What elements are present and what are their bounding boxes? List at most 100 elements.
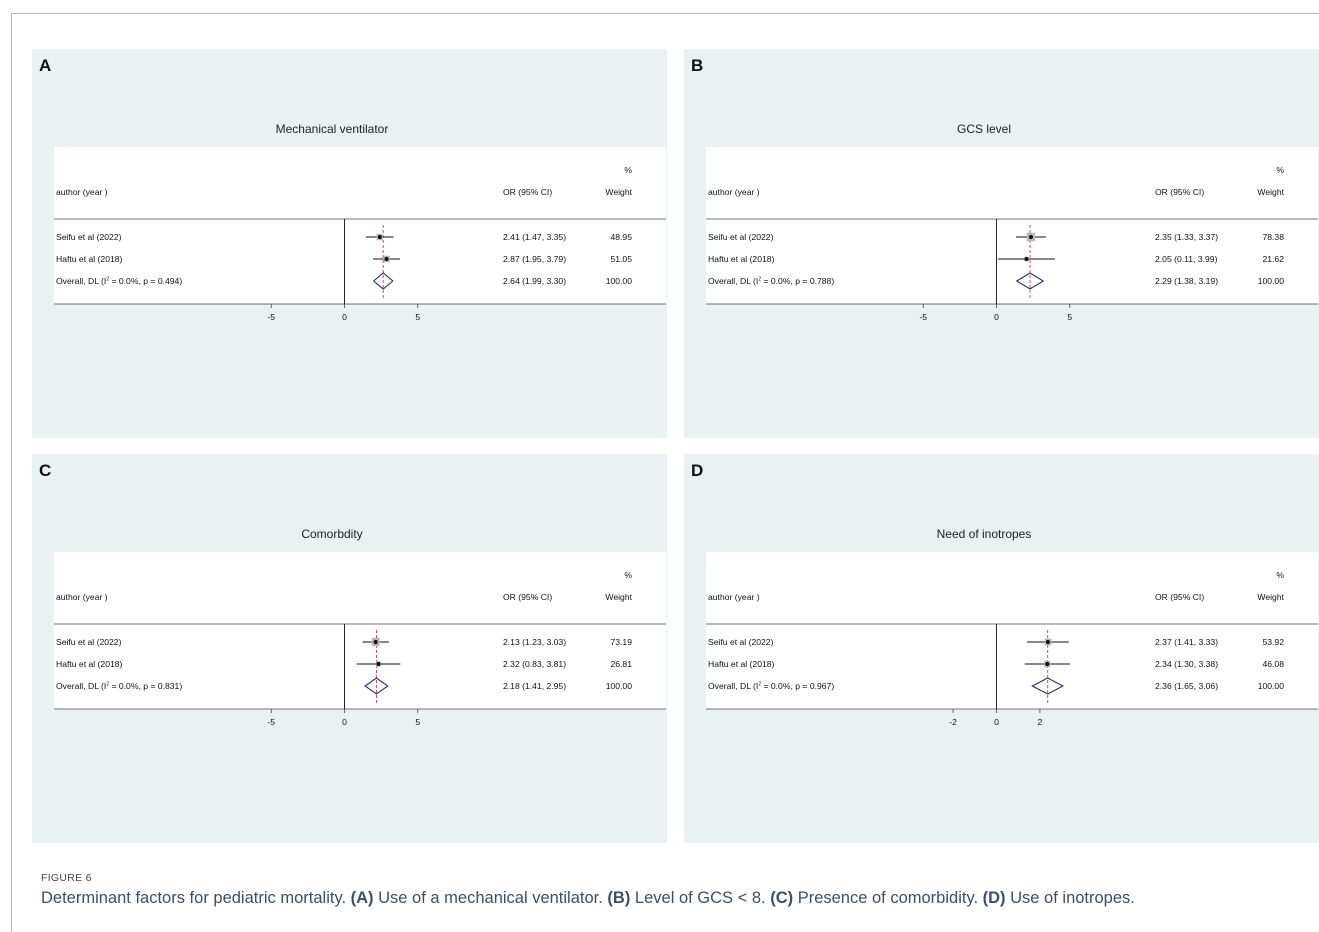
study-weight: 26.81 — [610, 659, 632, 669]
overall-label-post: = 0.0%, p = 0.494) — [109, 276, 182, 286]
effect-header: OR (95% CI) — [1155, 187, 1204, 197]
caption-tag-b: (B) — [607, 889, 631, 907]
x-tick-label: -5 — [267, 312, 275, 322]
x-tick-label: 5 — [415, 717, 420, 727]
study-weight: 73.19 — [610, 637, 632, 647]
x-tick-label: 0 — [994, 717, 999, 727]
overall-label-sup: 2 — [106, 277, 109, 283]
point-estimate — [1045, 661, 1050, 667]
caption-text-b: Level of GCS < 8. — [630, 889, 771, 907]
forest-plot-a: Mechanical ventilator% author (year ) OR (… — [54, 122, 666, 322]
study-label: Haftu et al (2018) — [56, 659, 123, 669]
point-estimate — [376, 661, 381, 667]
forest-title: Mechanical ventilator — [276, 122, 389, 136]
study-weight: 78.38 — [1262, 232, 1284, 242]
x-tick-label: -2 — [949, 717, 957, 727]
overall-label-post: = 0.0%, p = 0.967) — [761, 681, 834, 691]
overall-ci: 2.18 (1.41, 2.95) — [503, 681, 566, 691]
figure-frame — [11, 13, 1319, 932]
caption-text-a: Use of a mechanical ventilator. — [373, 889, 608, 907]
study-label: Seifu et al (2022) — [708, 637, 774, 647]
forest-title: Need of inotropes — [937, 527, 1032, 541]
overall-label: Overall, DL (I2 = 0.0%, p = 0.967) — [708, 681, 834, 691]
overall-weight: 100.00 — [606, 681, 633, 691]
study-ci: 2.34 (1.30, 3.38) — [1155, 659, 1218, 669]
study-ci: 2.35 (1.33, 3.37) — [1155, 232, 1218, 242]
caption-tag-a: (A) — [350, 889, 374, 907]
panel-letter: A — [39, 56, 52, 75]
x-tick-label: 5 — [415, 312, 420, 322]
panel-c: C Comorbdity% author (year ) OR (95% CI) We… — [32, 454, 667, 843]
overall-ci: 2.64 (1.99, 3.30) — [503, 276, 566, 286]
weight-header: Weight — [605, 592, 632, 602]
panel-d: D Need of inotropes% author (year ) OR (95… — [684, 454, 1319, 843]
plot-area — [706, 552, 1318, 709]
study-weight: 48.95 — [610, 232, 632, 242]
plot-area — [706, 147, 1318, 304]
x-tick-label: -5 — [267, 717, 275, 727]
overall-weight: 100.00 — [606, 276, 633, 286]
overall-label-pre: Overall, DL (I — [708, 276, 758, 286]
overall-ci: 2.36 (1.65, 3.06) — [1155, 681, 1218, 691]
panel-letter: D — [691, 461, 704, 480]
study-label: Haftu et al (2018) — [56, 254, 123, 264]
weight-percent-header: % — [1276, 570, 1284, 580]
forest-title: Comorbdity — [301, 527, 362, 541]
caption-text-c: Presence of comorbidity. — [793, 889, 983, 907]
overall-diamond — [1015, 272, 1045, 290]
overall-diamond — [364, 677, 389, 695]
study-weight: 46.08 — [1262, 659, 1284, 669]
point-estimate — [1045, 639, 1051, 645]
point-estimate — [384, 256, 389, 262]
overall-label: Overall, DL (I2 = 0.0%, p = 0.788) — [708, 276, 834, 286]
study-weight: 51.05 — [610, 254, 632, 264]
x-tick-label: 0 — [342, 312, 347, 322]
study-ci: 2.87 (1.95, 3.79) — [503, 254, 566, 264]
figure-label: FIGURE 6 — [41, 872, 92, 884]
overall-label: Overall, DL (I2 = 0.0%, p = 0.494) — [56, 276, 182, 286]
forest-plot-b: GCS level% author (year ) OR (95% CI) Weigh… — [706, 122, 1318, 322]
overall-weight: 100.00 — [1258, 276, 1285, 286]
forest-plot-d: Need of inotropes% author (year ) OR (95% … — [706, 527, 1318, 727]
point-estimate — [377, 234, 382, 240]
caption-text-d: Use of inotropes. — [1005, 889, 1135, 907]
overall-label-pre: Overall, DL (I — [708, 681, 758, 691]
overall-label-sup: 2 — [106, 682, 109, 688]
caption-lead: Determinant factors for pediatric mortal… — [41, 889, 351, 907]
panel-a: A Mechanical ventilator% author (year ) OR… — [32, 49, 667, 438]
study-ci: 2.41 (1.47, 3.35) — [503, 232, 566, 242]
effect-header: OR (95% CI) — [503, 187, 552, 197]
study-header: author (year ) — [56, 592, 108, 602]
overall-label-sup: 2 — [758, 277, 761, 283]
weight-header: Weight — [1257, 592, 1284, 602]
weight-header: Weight — [605, 187, 632, 197]
overall-diamond — [1031, 677, 1065, 695]
point-estimate — [1024, 256, 1029, 262]
forest-title: GCS level — [957, 122, 1011, 136]
study-ci: 2.32 (0.83, 3.81) — [503, 659, 566, 669]
x-tick-label: 5 — [1067, 312, 1072, 322]
study-label: Seifu et al (2022) — [56, 232, 122, 242]
study-label: Haftu et al (2018) — [708, 659, 775, 669]
point-estimate — [373, 639, 378, 645]
plot-area — [54, 147, 666, 304]
forest-plot-c: Comorbdity% author (year ) OR (95% CI) Weig… — [54, 527, 666, 727]
weight-percent-header: % — [624, 165, 632, 175]
weight-header: Weight — [1257, 187, 1284, 197]
point-estimate — [1028, 234, 1034, 240]
study-header: author (year ) — [708, 187, 760, 197]
effect-header: OR (95% CI) — [503, 592, 552, 602]
study-header: author (year ) — [56, 187, 108, 197]
study-ci: 2.37 (1.41, 3.33) — [1155, 637, 1218, 647]
overall-weight: 100.00 — [1258, 681, 1285, 691]
x-tick-label: 2 — [1038, 717, 1043, 727]
plot-area — [54, 552, 666, 709]
overall-label-post: = 0.0%, p = 0.788) — [761, 276, 834, 286]
x-tick-label: 0 — [994, 312, 999, 322]
x-tick-label: 0 — [342, 717, 347, 727]
study-header: author (year ) — [708, 592, 760, 602]
overall-ci: 2.29 (1.38, 3.19) — [1155, 276, 1218, 286]
study-label: Seifu et al (2022) — [56, 637, 122, 647]
panel-letter: C — [39, 461, 52, 480]
figure-caption: Determinant factors for pediatric mortal… — [41, 889, 1135, 908]
